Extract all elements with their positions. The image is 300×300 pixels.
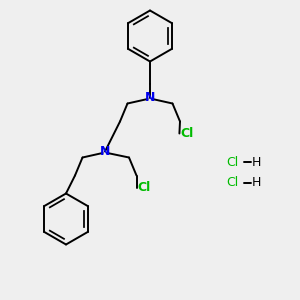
Text: N: N <box>145 91 155 104</box>
Text: Cl: Cl <box>226 155 238 169</box>
Text: H: H <box>252 176 261 190</box>
Text: N: N <box>100 145 110 158</box>
Text: Cl: Cl <box>137 181 151 194</box>
Text: Cl: Cl <box>180 127 194 140</box>
Text: H: H <box>252 155 261 169</box>
Text: Cl: Cl <box>226 176 238 190</box>
